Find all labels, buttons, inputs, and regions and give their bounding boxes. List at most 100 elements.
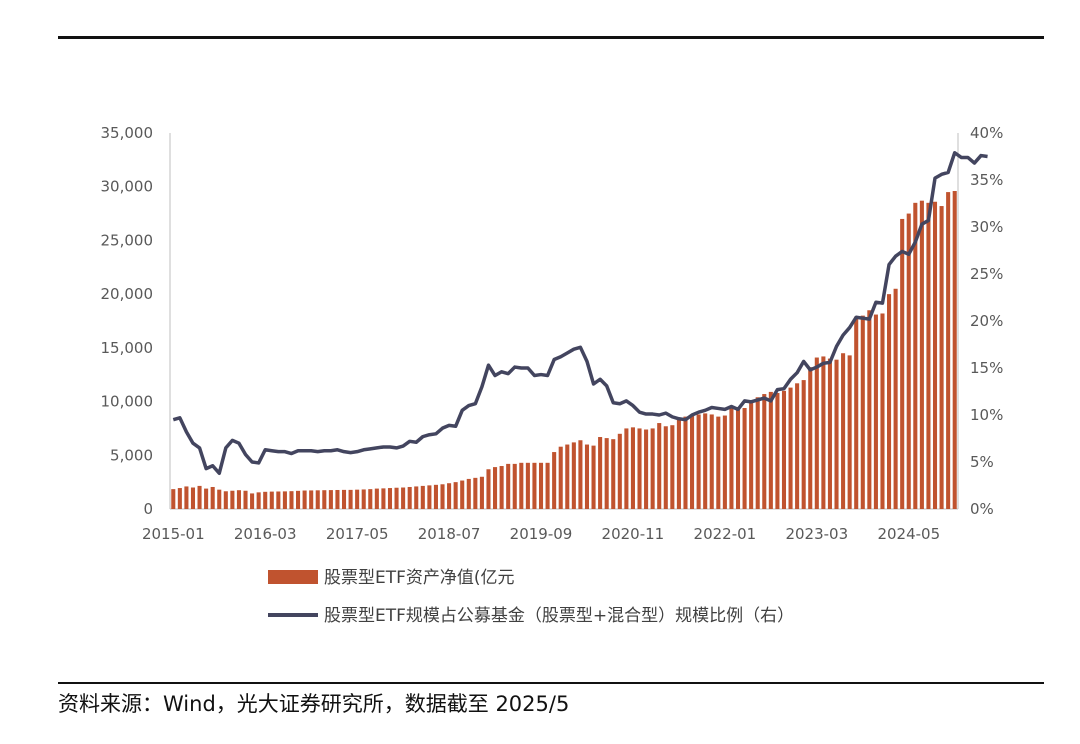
bar (453, 482, 458, 509)
bar (644, 429, 649, 509)
bar (309, 490, 314, 509)
y-left-tick-label: 20,000 (101, 285, 154, 303)
source-note: 资料来源：Wind，光大证券研究所，数据截至 2025/5 (58, 692, 570, 716)
bar (348, 489, 353, 509)
bar (545, 462, 550, 509)
bar (755, 397, 760, 509)
bar (177, 488, 182, 509)
x-tick-label: 2023-03 (785, 525, 848, 543)
legend-bar-label: 股票型ETF资产净值(亿元 (324, 568, 515, 588)
bar (381, 488, 386, 509)
bar (427, 485, 432, 509)
bar (742, 408, 747, 509)
bar (401, 487, 406, 509)
ratio-line (172, 150, 988, 476)
bar (230, 490, 235, 509)
bar (729, 406, 734, 509)
bar (906, 213, 911, 509)
bar (873, 314, 878, 509)
bar (433, 484, 438, 509)
bar (919, 200, 924, 509)
bar (584, 444, 590, 509)
bar (591, 445, 596, 509)
bar (670, 425, 675, 509)
y-right-tick-label: 5% (970, 453, 994, 471)
bar (217, 489, 222, 509)
x-tick-label: 2015-01 (142, 525, 205, 543)
bar (335, 489, 340, 509)
bar (190, 487, 196, 509)
bar (749, 402, 754, 509)
bar (532, 462, 537, 509)
legend-bar-swatch (268, 570, 318, 584)
bar (637, 428, 642, 509)
bar (571, 442, 576, 509)
bar (663, 426, 668, 509)
y-left-tick-label: 25,000 (101, 231, 154, 249)
bar (276, 491, 281, 509)
bar (250, 493, 255, 509)
bar (368, 489, 373, 509)
y-right-tick-label: 20% (970, 312, 1003, 330)
bar (900, 218, 905, 509)
bar (460, 480, 465, 509)
y-right-tick-label: 25% (970, 265, 1003, 283)
bar (598, 437, 603, 509)
bar (499, 466, 504, 509)
bar (735, 409, 741, 509)
bar (657, 423, 662, 509)
legend-line-label: 股票型ETF规模占公募基金（股票型+混合型）规模比例（右） (324, 606, 794, 626)
y-right-tick-label: 30% (970, 218, 1003, 236)
bar (302, 490, 307, 509)
x-tick-label: 2020-11 (602, 525, 665, 543)
bar (361, 489, 366, 509)
bar (197, 485, 202, 509)
bar (952, 191, 957, 509)
bar (269, 491, 274, 509)
bar (525, 462, 530, 509)
bar (946, 192, 951, 509)
bar (893, 288, 898, 509)
bar (440, 484, 445, 509)
bar (204, 488, 209, 509)
bar (703, 413, 708, 509)
bar (414, 486, 419, 509)
y-left-tick-labels: 0 5,000 10,000 15,000 20,000 25,000 30,000 35,0… (101, 124, 154, 518)
bar (860, 315, 865, 509)
bar (512, 463, 517, 509)
bar (808, 367, 813, 509)
bar (939, 206, 944, 510)
bar (394, 487, 399, 509)
x-tick-label: 2022-01 (694, 525, 757, 543)
bar (328, 490, 333, 509)
bar (341, 489, 347, 509)
y-right-tick-label: 10% (970, 406, 1003, 424)
bar (243, 490, 248, 509)
x-tick-label: 2018-07 (418, 525, 481, 543)
y-left-tick-label: 30,000 (101, 178, 154, 196)
y-left-tick-label: 0 (143, 500, 153, 518)
bar (578, 440, 583, 509)
bar (617, 433, 622, 509)
bar (236, 490, 241, 509)
y-right-tick-label: 35% (970, 171, 1003, 189)
top-rule (58, 36, 1044, 39)
bar (795, 383, 800, 509)
bar (289, 491, 294, 509)
bar (788, 387, 793, 509)
bar (374, 488, 379, 509)
bar (781, 390, 787, 509)
bar (407, 486, 412, 509)
bar (926, 202, 931, 509)
y-right-tick-label: 40% (970, 124, 1003, 142)
bar (506, 463, 511, 509)
bar (466, 478, 471, 509)
bar (322, 490, 327, 509)
bar (880, 313, 885, 509)
y-left-tick-label: 10,000 (101, 393, 154, 411)
bar (709, 414, 714, 509)
bar (690, 415, 695, 509)
bar (624, 428, 629, 509)
bar (827, 358, 832, 509)
y-right-tick-label: 15% (970, 359, 1003, 377)
